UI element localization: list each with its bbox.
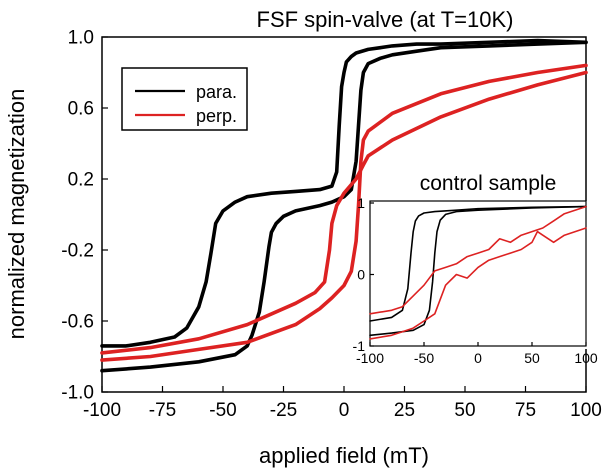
main-x-tick-label: 50 bbox=[454, 400, 475, 421]
inset-y-tick-label: 1 bbox=[357, 195, 365, 211]
inset-series-line-3 bbox=[369, 227, 587, 340]
chart-title: FSF spin-valve (at T=10K) bbox=[257, 7, 514, 32]
main-x-tick-label: -75 bbox=[149, 400, 176, 421]
main-y-axis: -1.0 -0.6 -0.2 0.2 0.6 1.0 bbox=[61, 28, 108, 404]
main-x-tick-label: -100 bbox=[83, 400, 121, 421]
main-x-tick-label: 0 bbox=[339, 400, 350, 421]
main-y-tick-label: 0.2 bbox=[68, 170, 94, 191]
inset-x-tick-label: -50 bbox=[414, 350, 434, 366]
inset-x-tick-label: 100 bbox=[574, 350, 598, 366]
legend-label-para: para. bbox=[196, 82, 237, 102]
main-x-tick-label: 75 bbox=[515, 400, 536, 421]
inset-series-line-1 bbox=[369, 205, 587, 337]
main-plot-series bbox=[100, 38, 588, 373]
inset-x-tick-label: 50 bbox=[524, 350, 540, 366]
main-series-line-1 bbox=[100, 40, 588, 373]
main-series-line-2 bbox=[100, 70, 588, 355]
inset-title: control sample bbox=[420, 172, 557, 195]
inset-plot-series bbox=[369, 205, 587, 340]
y-axis-label: normalized magnetization bbox=[4, 89, 29, 340]
inset-y-axis: -1 0 1 bbox=[353, 195, 374, 354]
x-axis-label: applied field (mT) bbox=[259, 443, 429, 468]
main-y-tick-label: 1.0 bbox=[68, 28, 94, 49]
main-y-tick-label: -0.6 bbox=[61, 312, 94, 333]
main-x-tick-label: 100 bbox=[570, 400, 602, 421]
main-y-tick-label: -0.2 bbox=[61, 241, 94, 262]
inset-y-tick-label: -1 bbox=[353, 338, 366, 354]
main-series-line-3 bbox=[100, 63, 588, 362]
inset-x-axis: -100 -50 0 50 100 bbox=[356, 342, 598, 366]
main-series-line-0 bbox=[100, 38, 588, 348]
inset-x-tick-label: -100 bbox=[356, 350, 384, 366]
inset-background bbox=[370, 201, 588, 349]
legend: para. perp. bbox=[121, 67, 248, 131]
legend-label-perp: perp. bbox=[196, 106, 237, 126]
main-y-tick-label: -1.0 bbox=[61, 383, 94, 404]
main-x-axis: -100 -75 -50 -25 0 25 50 75 100 bbox=[83, 386, 602, 421]
inset-y-tick-label: 0 bbox=[357, 266, 365, 282]
main-y-tick-label: 0.6 bbox=[68, 99, 94, 120]
main-x-tick-label: 25 bbox=[394, 400, 415, 421]
main-x-tick-label: -25 bbox=[270, 400, 297, 421]
inset-series-line-2 bbox=[369, 205, 587, 315]
legend-box bbox=[121, 67, 248, 131]
main-x-tick-label: -50 bbox=[209, 400, 236, 421]
inset-x-tick-label: 0 bbox=[474, 350, 482, 366]
